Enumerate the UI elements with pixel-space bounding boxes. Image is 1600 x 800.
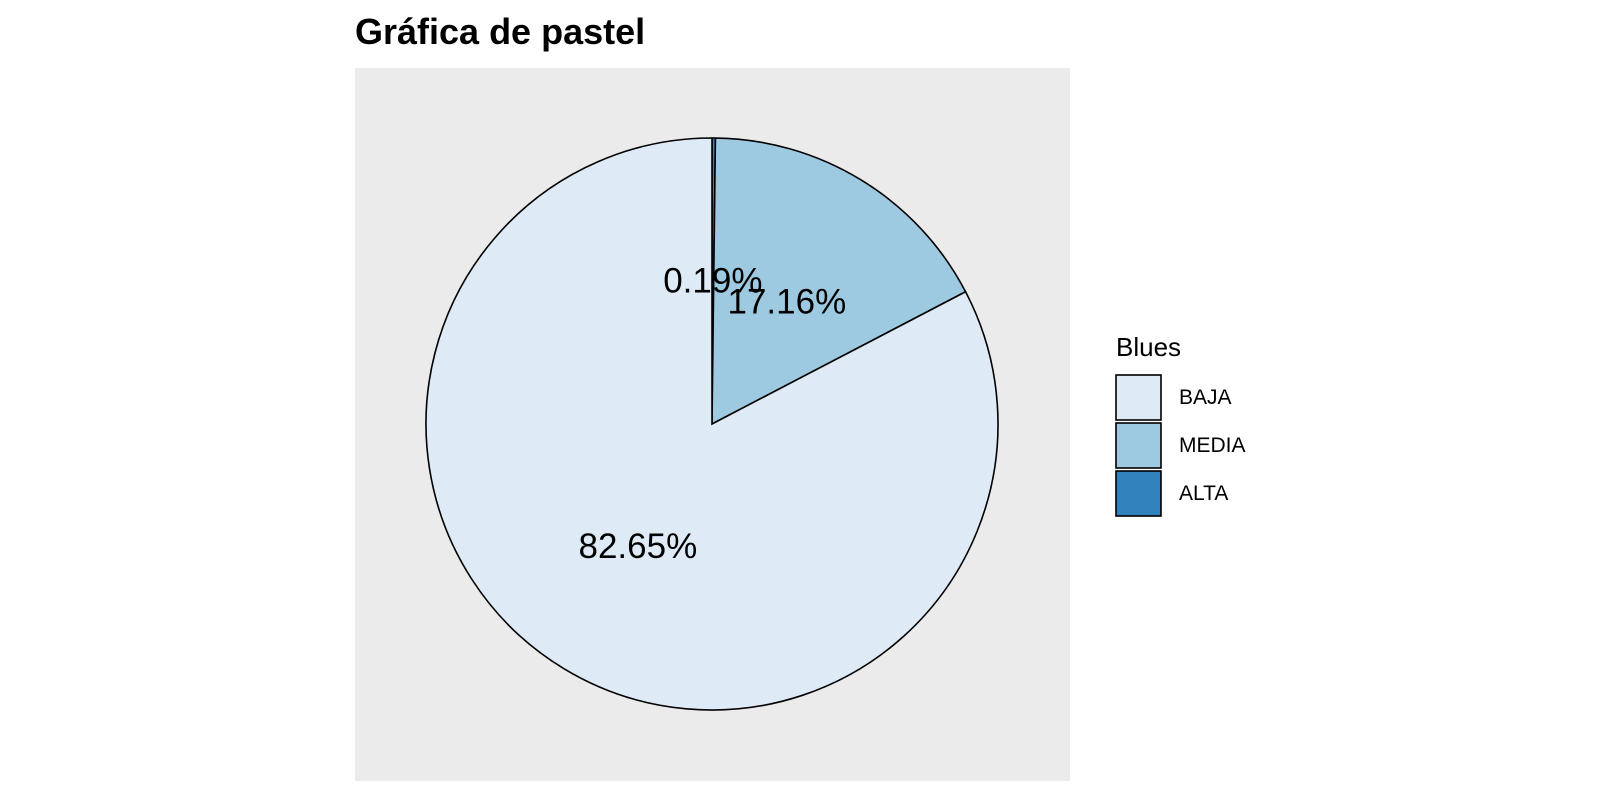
legend-label-baja: BAJA [1179,386,1232,409]
pie-label-alta: 0.19% [663,262,762,301]
legend: Blues BAJA MEDIA ALTA [1115,332,1246,517]
legend-label-media: MEDIA [1179,434,1246,457]
legend-key-baja [1115,374,1162,421]
pie-labels: 0.19%17.16% 82.65% [578,262,846,566]
legend-title: Blues [1116,332,1181,362]
pie-label-media: 17.16% [728,283,847,322]
legend-key-media [1115,422,1162,469]
legend-label-alta: ALTA [1179,482,1228,505]
pie-slice-media [711,137,967,426]
pie-label-baja: 82.65% [578,527,697,566]
chart-title: Gráfica de pastel [355,11,645,52]
pie-slice-baja [425,137,999,711]
legend-key-alta [1115,470,1162,517]
pie-slices [425,137,999,711]
